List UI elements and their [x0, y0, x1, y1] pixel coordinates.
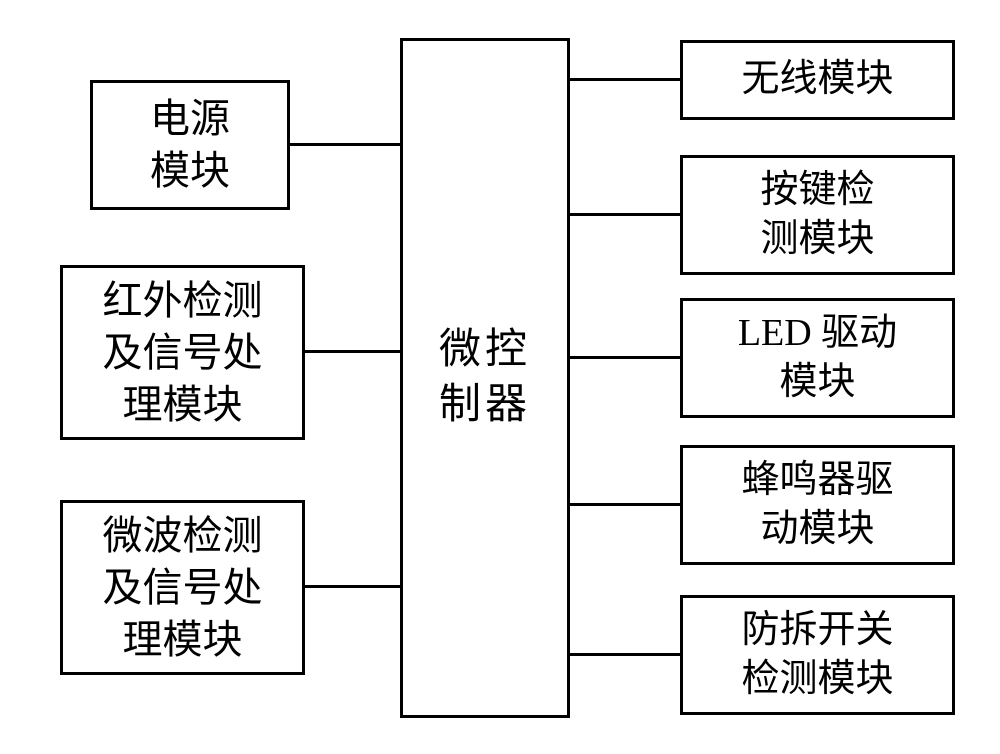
- keypad-module-block: 按键检 测模块: [680, 155, 955, 275]
- connector-power: [290, 143, 400, 146]
- microwave-module-label: 微波检测 及信号处 理模块: [103, 510, 263, 666]
- connector-tamper: [570, 653, 680, 656]
- connector-infrared: [305, 350, 400, 353]
- led-module-label: LED 驱动 模块: [738, 309, 897, 408]
- infrared-module-block: 红外检测 及信号处 理模块: [60, 265, 305, 440]
- connector-keypad: [570, 213, 680, 216]
- led-module-block: LED 驱动 模块: [680, 298, 955, 418]
- microwave-module-block: 微波检测 及信号处 理模块: [60, 500, 305, 675]
- microcontroller-label: 微控 制器: [439, 323, 531, 432]
- connector-buzzer: [570, 503, 680, 506]
- microcontroller-block: 微控 制器: [400, 38, 570, 718]
- tamper-module-label: 防拆开关 检测模块: [741, 606, 893, 705]
- wireless-module-label: 无线模块: [741, 55, 893, 104]
- tamper-module-block: 防拆开关 检测模块: [680, 595, 955, 715]
- power-module-block: 电源 模块: [90, 80, 290, 210]
- wireless-module-block: 无线模块: [680, 40, 955, 120]
- connector-led: [570, 356, 680, 359]
- buzzer-module-label: 蜂鸣器驱 动模块: [741, 456, 893, 555]
- power-module-label: 电源 模块: [150, 93, 230, 197]
- infrared-module-label: 红外检测 及信号处 理模块: [103, 275, 263, 431]
- keypad-module-label: 按键检 测模块: [760, 166, 874, 265]
- buzzer-module-block: 蜂鸣器驱 动模块: [680, 445, 955, 565]
- connector-wireless: [570, 78, 680, 81]
- connector-microwave: [305, 585, 400, 588]
